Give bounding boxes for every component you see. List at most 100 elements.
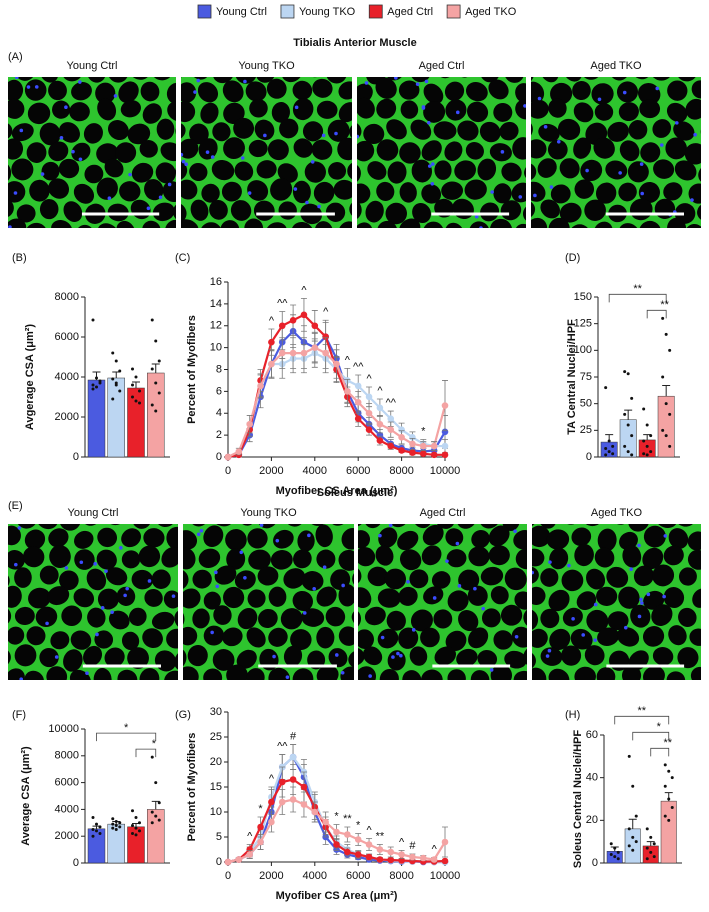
significance-bracket xyxy=(614,715,670,725)
myofiber xyxy=(29,179,50,202)
data-point xyxy=(150,318,154,322)
myofiber xyxy=(574,666,596,680)
nucleus xyxy=(455,110,460,115)
myofiber xyxy=(480,77,501,83)
error-bar xyxy=(112,371,121,378)
myofiber xyxy=(127,647,149,669)
myofiber xyxy=(307,524,328,526)
y-tick-label: 5 xyxy=(216,831,222,843)
data-point xyxy=(634,814,638,818)
data-point xyxy=(354,382,362,390)
nucleus xyxy=(489,668,494,672)
myofiber xyxy=(468,627,489,649)
nucleus xyxy=(445,559,449,563)
y-axis-label: TA Central Nuclei/HPF xyxy=(566,319,578,435)
myofiber xyxy=(594,103,614,121)
myofiber xyxy=(152,202,175,222)
myofiber xyxy=(142,220,161,228)
myofiber xyxy=(203,591,221,610)
myofiber xyxy=(700,61,709,85)
myofiber xyxy=(358,629,374,649)
myofiber xyxy=(596,586,618,606)
nucleus xyxy=(321,133,326,138)
myofiber xyxy=(26,142,47,163)
data-point xyxy=(623,444,627,448)
nucleus xyxy=(247,191,252,195)
myofiber xyxy=(120,100,141,118)
myofiber xyxy=(409,569,429,589)
nucleus xyxy=(378,533,382,538)
myofiber xyxy=(160,142,176,162)
data-point xyxy=(376,437,384,444)
myofiber xyxy=(8,198,14,218)
data-point xyxy=(626,423,630,427)
myofiber xyxy=(327,119,350,142)
myofiber xyxy=(142,628,163,649)
data-point xyxy=(441,838,449,846)
data-point xyxy=(154,381,158,385)
nucleus xyxy=(285,675,290,679)
myofiber xyxy=(48,528,69,548)
y-tick-label: 4 xyxy=(216,407,222,419)
myofiber xyxy=(156,118,175,140)
data-point xyxy=(609,842,613,846)
myofiber xyxy=(292,80,313,100)
myofiber xyxy=(96,177,118,200)
myofiber xyxy=(325,77,348,84)
myofiber xyxy=(445,528,464,547)
data-point xyxy=(289,753,297,761)
nucleus xyxy=(474,214,479,219)
myofiber xyxy=(692,588,701,608)
myofiber xyxy=(358,647,365,666)
error-bar xyxy=(628,818,637,829)
myofiber xyxy=(74,530,94,549)
myofiber xyxy=(167,101,176,122)
chart-panel-label: (D) xyxy=(565,252,580,264)
myofiber xyxy=(225,529,247,551)
nucleus xyxy=(427,164,432,168)
nucleus xyxy=(100,606,105,610)
myofiber xyxy=(586,609,609,633)
data-point xyxy=(114,359,118,363)
myofiber xyxy=(561,569,584,592)
error-bar xyxy=(151,800,160,810)
myofiber xyxy=(237,607,258,630)
myofiber xyxy=(93,667,112,680)
data-point xyxy=(130,395,134,399)
chart-panel-label: (B) xyxy=(12,252,27,264)
myofiber xyxy=(465,82,488,102)
myofiber xyxy=(421,140,442,161)
data-point xyxy=(441,402,449,409)
myofiber xyxy=(316,586,337,607)
data-point xyxy=(430,442,438,450)
myofiber xyxy=(663,182,683,201)
data-point xyxy=(645,453,649,457)
myofiber xyxy=(59,524,81,531)
significance-label: ^ xyxy=(399,836,405,848)
myofiber xyxy=(301,571,324,591)
data-point xyxy=(387,848,395,856)
data-point xyxy=(246,851,253,858)
myofiber xyxy=(480,566,504,586)
y-axis-label: Average CSA (μm²) xyxy=(20,746,32,846)
myofiber xyxy=(151,569,171,589)
x-tick-label: 10000 xyxy=(430,465,461,477)
nucleus xyxy=(8,225,12,228)
myofiber xyxy=(71,81,92,101)
myofiber xyxy=(247,528,268,549)
myofiber xyxy=(257,566,279,586)
data-point xyxy=(634,840,638,844)
y-tick-label: 8000 xyxy=(55,750,79,762)
myofiber xyxy=(338,102,352,123)
nucleus xyxy=(310,160,315,164)
myofiber xyxy=(97,588,119,610)
myofiber xyxy=(39,77,59,83)
data-point xyxy=(645,444,649,448)
data-point xyxy=(278,349,286,357)
significance-label: ^ xyxy=(269,773,275,785)
nucleus xyxy=(243,575,247,580)
nucleus xyxy=(640,601,644,605)
data-point xyxy=(652,855,656,859)
data-point xyxy=(157,391,161,395)
data-point xyxy=(91,387,95,391)
